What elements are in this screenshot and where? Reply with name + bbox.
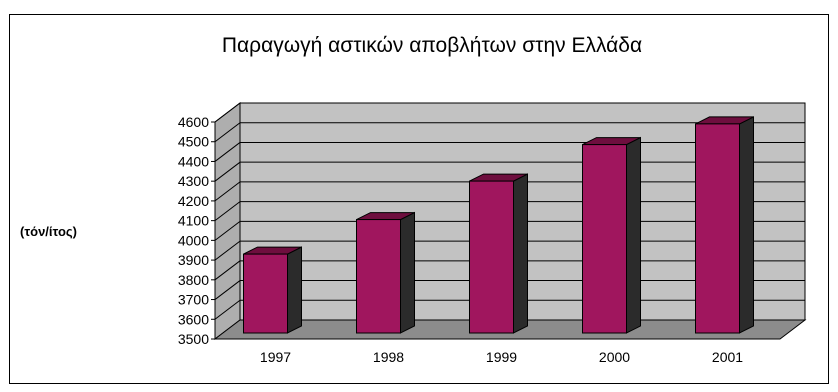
gridline-side: [214, 299, 241, 320]
gridline-side: [214, 102, 241, 123]
x-tick-label: 2001: [712, 349, 743, 365]
x-tick-label: 1999: [486, 349, 517, 365]
y-tick-label: 3500: [178, 331, 209, 347]
x-tick-label: 1997: [260, 349, 291, 365]
y-tick-label: 4300: [178, 173, 209, 189]
y-tick-label: 4200: [178, 193, 209, 209]
bar: [469, 180, 514, 334]
gridline-side: [214, 181, 241, 202]
y-tick-label: 4600: [178, 114, 209, 130]
bar-side: [513, 173, 528, 334]
y-tick-label: 4500: [178, 134, 209, 150]
bar-side: [287, 246, 302, 334]
y-axis-label: (τόν/ίτος): [20, 224, 77, 239]
y-tick-label: 3800: [178, 272, 209, 288]
x-tick-label: 1998: [373, 349, 404, 365]
x-tick-label: 2000: [599, 349, 630, 365]
bar-side: [400, 211, 415, 334]
bar: [356, 219, 401, 334]
gridline-side: [214, 280, 241, 300]
bar: [582, 144, 627, 334]
gridline-side: [214, 260, 241, 281]
gridline-side: [214, 201, 241, 222]
bar-side: [739, 116, 754, 334]
chart-title: Παραγωγή αστικών αποβλήτων στην Ελλάδα: [222, 34, 642, 57]
y-tick-label: 4000: [178, 232, 209, 248]
y-tick-label: 3700: [178, 292, 209, 308]
gridline-side: [214, 161, 241, 182]
gridline-side: [214, 122, 241, 143]
y-tick-label: 3600: [178, 311, 209, 327]
gridline-side: [214, 220, 241, 241]
gridline-side: [214, 142, 241, 162]
bar: [243, 253, 288, 334]
y-tick-label: 3900: [178, 252, 209, 268]
gridline-side: [214, 240, 241, 261]
y-tick-label: 4400: [178, 153, 209, 169]
bar-side: [626, 136, 641, 334]
y-tick-label: 4100: [178, 213, 209, 229]
bar: [695, 123, 740, 334]
